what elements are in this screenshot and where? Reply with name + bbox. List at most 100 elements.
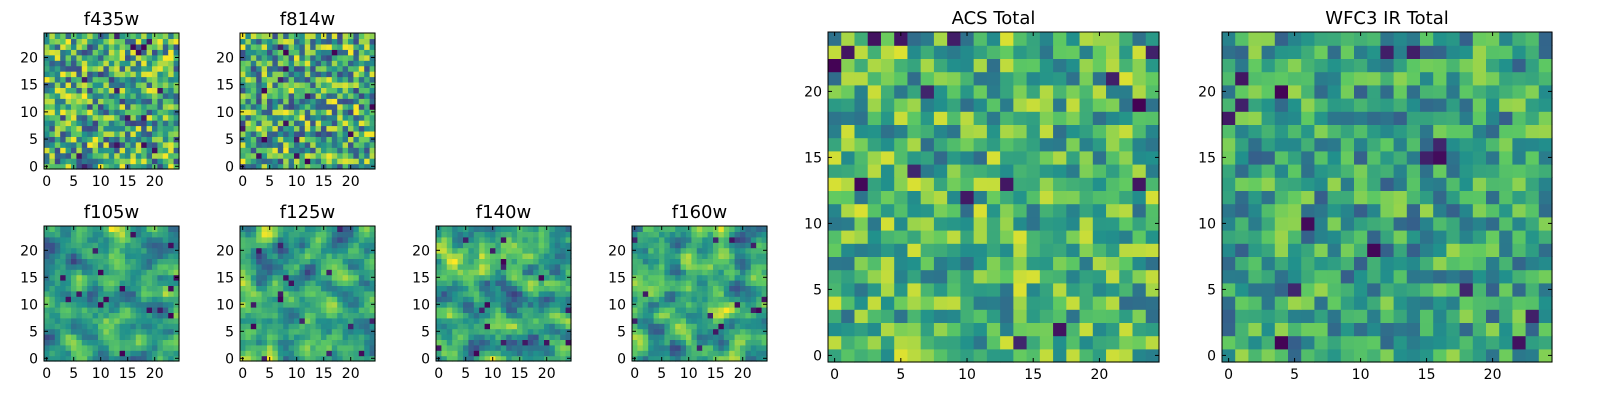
heatmap-cell (272, 60, 279, 67)
heatmap-cell (452, 269, 459, 276)
heatmap-cell (1092, 124, 1107, 139)
heatmap-cell (310, 339, 317, 346)
heatmap-cell (484, 312, 491, 319)
heatmap-cell (669, 258, 676, 265)
heatmap-cell (76, 242, 83, 249)
heatmap-cell (973, 150, 988, 165)
heatmap-cell (342, 152, 349, 159)
heatmap-cell (718, 274, 725, 281)
heatmap-cell (1026, 322, 1041, 337)
x-tick-label: 20 (146, 174, 164, 190)
heatmap-cell (103, 152, 110, 159)
heatmap-cell (283, 43, 290, 50)
heatmap-cell (632, 296, 638, 303)
heatmap-cell (326, 236, 333, 243)
heatmap-cell (723, 253, 730, 259)
heatmap-cell (98, 231, 104, 238)
heatmap-cell (680, 274, 687, 281)
heatmap-cell (740, 269, 746, 276)
heatmap-cell (495, 344, 502, 351)
heatmap-cell (1301, 296, 1315, 310)
heatmap-cell (828, 335, 842, 350)
heatmap-cell (250, 236, 257, 243)
heatmap-cell (828, 269, 842, 284)
heatmap-cell (960, 348, 975, 363)
heatmap-cell (168, 350, 175, 357)
heatmap-cell (152, 65, 158, 72)
heatmap-cell (87, 350, 94, 357)
heatmap-cell (894, 296, 909, 310)
heatmap-cell (331, 76, 338, 83)
heatmap-cell (294, 344, 300, 351)
heatmap-cell (168, 158, 175, 165)
heatmap-cell (152, 141, 158, 148)
heatmap-cell (1393, 203, 1408, 218)
heatmap-cell (696, 226, 703, 232)
heatmap-cell (76, 328, 83, 335)
heatmap-cell (1512, 296, 1527, 310)
heatmap-cell (103, 301, 110, 308)
heatmap-cell (1079, 256, 1094, 271)
heatmap-cell (65, 290, 72, 297)
heatmap-cell (125, 152, 131, 159)
heatmap-cell (92, 328, 99, 335)
heatmap-cell (642, 253, 649, 259)
heatmap-cell (135, 344, 142, 351)
heatmap-cell (1261, 150, 1276, 165)
heatmap-cell (544, 296, 550, 303)
heatmap-cell (294, 141, 300, 148)
heatmap-cell (1433, 296, 1447, 310)
heatmap-cell (98, 323, 104, 330)
heatmap-cell (60, 274, 67, 281)
heatmap-cell (54, 350, 61, 357)
heatmap-cell (119, 317, 126, 324)
heatmap-cell (1261, 216, 1276, 231)
heatmap-cell (358, 307, 365, 313)
heatmap-cell (250, 54, 257, 61)
heatmap-cell (173, 317, 180, 324)
heatmap-cell (533, 339, 540, 346)
heatmap-cell (457, 328, 464, 335)
heatmap-cell (364, 285, 371, 292)
heatmap-cell (326, 307, 333, 313)
heatmap-cell (933, 282, 948, 297)
heatmap-cell (933, 322, 948, 337)
heatmap-cell (321, 242, 327, 249)
heatmap-cell (565, 226, 572, 232)
heatmap-cell (81, 152, 88, 159)
heatmap-cell (240, 231, 246, 238)
heatmap-cell (103, 296, 110, 303)
heatmap-cell (245, 317, 252, 324)
heatmap-cell (637, 350, 644, 357)
heatmap-cell (321, 98, 327, 105)
heatmap-cell (272, 350, 279, 357)
heatmap-cell (1053, 309, 1067, 323)
heatmap-cell (659, 312, 665, 319)
heatmap-cell (299, 334, 306, 340)
heatmap-cell (299, 103, 306, 110)
heatmap-cell (294, 307, 300, 313)
heatmap-cell (157, 163, 164, 170)
heatmap-cell (92, 344, 99, 351)
heatmap-cell (342, 103, 349, 110)
heatmap-cell (54, 163, 61, 170)
heatmap-cell (659, 231, 665, 238)
heatmap-cell (108, 339, 115, 346)
heatmap-cell (686, 350, 692, 357)
heatmap-cell (511, 242, 518, 249)
heatmap-cell (1433, 190, 1447, 205)
heatmap-cell (1512, 309, 1527, 323)
heatmap-cell (44, 76, 50, 83)
heatmap-cell (103, 103, 110, 110)
heatmap-cell (245, 81, 252, 88)
heatmap-cell (637, 339, 644, 346)
heatmap-cell (71, 274, 77, 281)
heatmap-cell (168, 120, 175, 127)
heatmap-cell (98, 312, 104, 319)
heatmap-cell (157, 317, 164, 324)
heatmap-cell (71, 141, 77, 148)
heatmap-cell (141, 103, 148, 110)
heatmap-cell (723, 231, 730, 238)
heatmap-cell (135, 269, 142, 276)
heatmap-cell (173, 43, 180, 50)
